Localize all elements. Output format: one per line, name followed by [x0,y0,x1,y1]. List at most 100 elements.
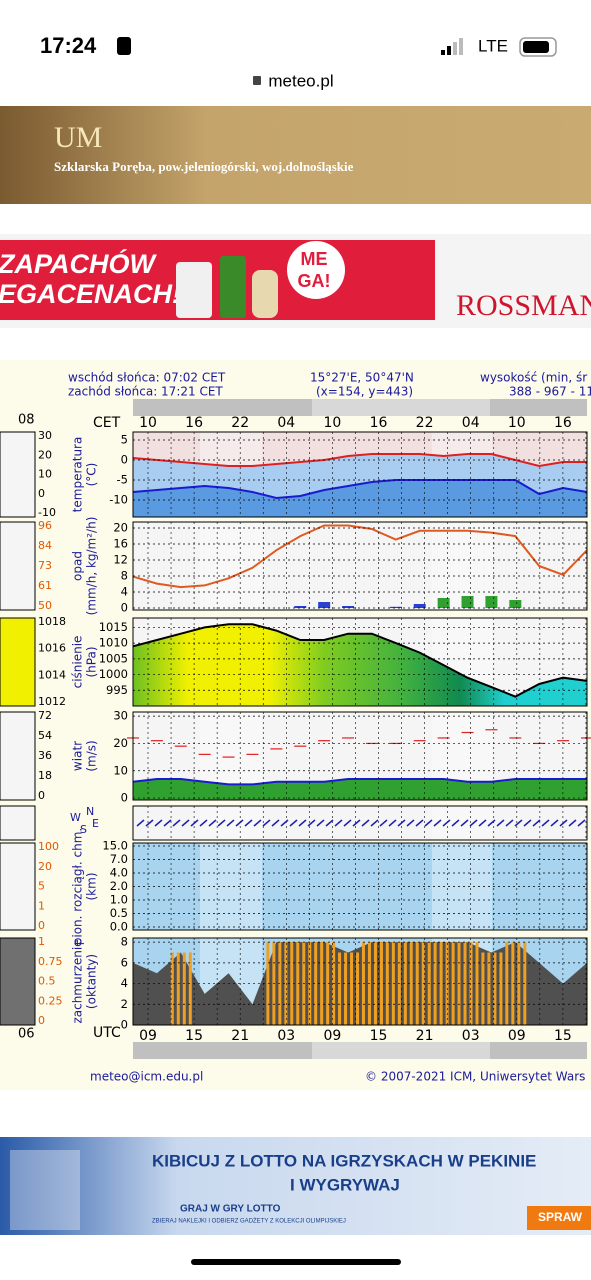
series-line [132,623,588,698]
hour-label: 16 [370,415,388,431]
y-tick-label: 20 [113,521,128,535]
wind-arrow [487,819,496,827]
left-tick-label: 54 [38,729,52,742]
hour-label: 09 [508,1028,526,1044]
cloud-bar [182,952,186,1025]
series-line [132,453,587,468]
ad-image [10,1150,80,1230]
wind-arrow [145,819,154,827]
wind-arrow [307,819,316,827]
panel-label: wiatr [71,741,85,771]
cloud-bar [344,952,348,1025]
y-tick-label: 4 [121,976,128,990]
ad-button[interactable] [527,1206,591,1230]
panel-label: (km) [85,872,99,900]
night-band [200,843,262,930]
hour-label: 16 [554,415,572,431]
ad-button-text[interactable]: SPRAW [538,1210,583,1224]
panel-label: (m/s) [85,740,99,771]
wind-area [133,779,587,800]
y-tick-label: 0 [121,453,128,467]
wind-arrow [577,819,586,827]
y-tick-label: 12 [113,553,128,567]
wind-arrow [217,819,226,827]
cloud-bar [266,942,270,1025]
utc-label: UTC [93,1025,121,1041]
cloud-bar [373,942,377,1025]
hour-label: 22 [231,415,249,431]
y-tick-label: 1000 [99,667,128,681]
precip-bar [485,596,498,608]
cloud-bar [188,952,192,1025]
ad-panel [0,240,435,320]
wind-arrow [460,819,469,827]
wind-arrow [505,819,514,827]
grid-point: (x=154, y=443) [316,385,413,399]
panel-label: zachmurzenie [71,939,85,1023]
left-tick-label: 0 [38,1014,45,1027]
wind-arrow [343,819,352,827]
wind-arrow [199,819,208,827]
hour-label: 10 [508,415,526,431]
cloud-bar [499,952,503,1025]
y-tick-label: 7.0 [110,852,128,866]
panel-label: pion. rozciągł. chm. [71,828,85,946]
header-title[interactable]: UM [54,121,102,154]
series-line [132,778,587,786]
panel-label: N [86,805,94,818]
hour-label: 09 [323,1028,341,1044]
dewpoint-area [133,480,587,517]
cloud-bar [445,942,449,1025]
wind-arrow [379,819,388,827]
wind-arrow [352,819,361,827]
elevation-label: wysokość (min, śr [480,371,587,385]
badge [287,241,345,299]
hour-label: 04 [462,415,480,431]
wind-arrow [271,819,280,827]
y-tick-label: -10 [109,493,128,507]
wind-arrow [496,819,505,827]
left-tick-label: 73 [38,559,52,572]
wind-arrow [253,819,262,827]
left-tick-label: 20 [38,860,52,873]
left-tick-label: 1014 [38,668,66,681]
y-tick-label: 1010 [99,636,128,650]
badge-text: GA! [298,271,331,291]
ad-small: ZBIERAJ NAKLEJKI I ODBIERZ GADŻETY Z KOL… [152,1218,346,1225]
left-tick-label: 72 [38,709,52,722]
cloud-bar [350,952,354,1025]
cloud-bar [409,942,413,1025]
wind-arrow [172,819,181,827]
hour-label: 03 [462,1028,480,1044]
wind-arrow [523,819,532,827]
hour-label: 06 [18,1027,35,1042]
y-tick-label: 16 [113,537,128,551]
ad-bottom[interactable] [0,1137,591,1235]
wind-arrow [559,819,568,827]
left-tick-label: 1012 [38,695,66,708]
wind-arrow [550,819,559,827]
wind-arrow [154,819,163,827]
y-tick-label: 20 [113,736,128,750]
url[interactable]: meteo.pl [268,71,333,90]
left-tick-label: 10 [38,468,52,481]
wind-arrow [532,819,541,827]
wind-arrow [235,819,244,827]
wind-arrow [469,819,478,827]
footer-email[interactable]: meteo@icm.edu.pl [90,1070,203,1084]
night-band [432,843,492,930]
panel-label: ciśnienie [71,636,85,689]
wind-arrow [280,819,289,827]
y-tick-label: 6 [121,955,128,969]
ad-sub: GRAJ W GRY LOTTO [180,1204,281,1215]
status-time: 17:24 [40,33,97,58]
cloud-bar [433,942,437,1025]
precip-bar [413,604,426,608]
cloud-bar [314,942,318,1025]
panel-label: opad [71,551,85,581]
wind-arrow [226,819,235,827]
left-tick-label: 0 [38,789,45,802]
panel-frame [132,842,588,931]
panel-label: W [70,811,81,824]
